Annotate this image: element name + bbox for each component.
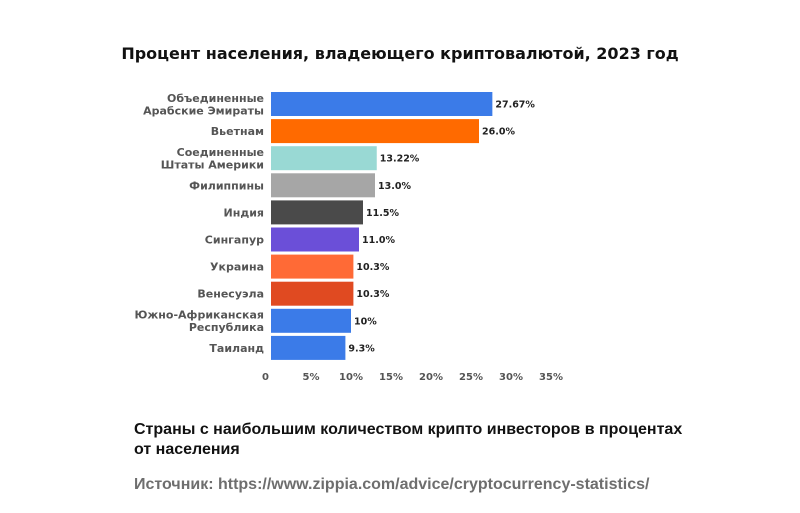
value-label-5: 11.0% — [362, 235, 395, 246]
x-tick-label-5: 25% — [459, 372, 483, 383]
source-citation: Источник: https://www.zippia.com/advice/… — [134, 476, 650, 493]
category-label-4: Индия — [224, 206, 264, 219]
category-label-1: Вьетнам — [211, 125, 264, 138]
value-label-1: 26.0% — [482, 127, 515, 138]
x-tick-label-4: 20% — [419, 372, 443, 383]
chart-caption: Страны с наибольшим количеством крипто и… — [134, 421, 683, 458]
bar-5 — [271, 227, 359, 252]
x-tick-label-6: 30% — [499, 372, 523, 383]
category-label-9: Таиланд — [209, 342, 264, 355]
x-axis-ticks: 0 5% 10% 15% 20% 25% 30% 35% — [262, 372, 563, 383]
value-label-0: 27.67% — [495, 100, 535, 111]
x-tick-label-3: 15% — [379, 372, 403, 383]
category-label-2-line-0: Соединенные — [177, 146, 264, 159]
chart-title: Процент населения, владеющего криптовалю… — [121, 44, 679, 63]
value-label-2: 13.22% — [380, 154, 420, 165]
value-label-9: 9.3% — [348, 343, 375, 354]
category-label-6: Украина — [210, 261, 264, 274]
bar-3 — [271, 173, 375, 198]
category-label-7: Венесуэла — [197, 288, 264, 301]
category-label-2-line-1: Штаты Америки — [161, 158, 264, 171]
bar-2 — [271, 146, 377, 171]
value-labels: 27.67% 26.0% 13.22% 13.0% 11.5% 11.0% 10.3% 10.… — [348, 100, 535, 355]
bar-1 — [271, 119, 479, 144]
x-tick-label-1: 5% — [303, 372, 320, 383]
x-tick-label-2: 10% — [339, 372, 363, 383]
value-label-4: 11.5% — [366, 208, 399, 219]
category-label-8-line-1: Республика — [189, 321, 264, 334]
x-tick-label-7: 35% — [539, 372, 563, 383]
category-label-5: Сингапур — [205, 234, 264, 247]
value-label-8: 10% — [354, 316, 377, 327]
bars-layer — [271, 92, 493, 360]
category-label-8-line-0: Южно-Африканская — [134, 309, 264, 322]
bar-0 — [271, 92, 493, 116]
value-label-7: 10.3% — [356, 289, 389, 300]
bar-7 — [271, 281, 354, 306]
category-label-0-line-0: Объединенные — [167, 92, 264, 105]
x-tick-label-0: 0 — [262, 372, 269, 383]
category-label-3: Филиппины — [189, 179, 264, 192]
value-label-3: 13.0% — [378, 181, 411, 192]
bar-9 — [271, 335, 346, 360]
bar-8 — [271, 308, 351, 333]
value-label-6: 10.3% — [356, 262, 389, 273]
category-label-0-line-1: Арабские Эмираты — [143, 104, 264, 117]
bar-4 — [271, 200, 363, 225]
bar-6 — [271, 254, 354, 279]
